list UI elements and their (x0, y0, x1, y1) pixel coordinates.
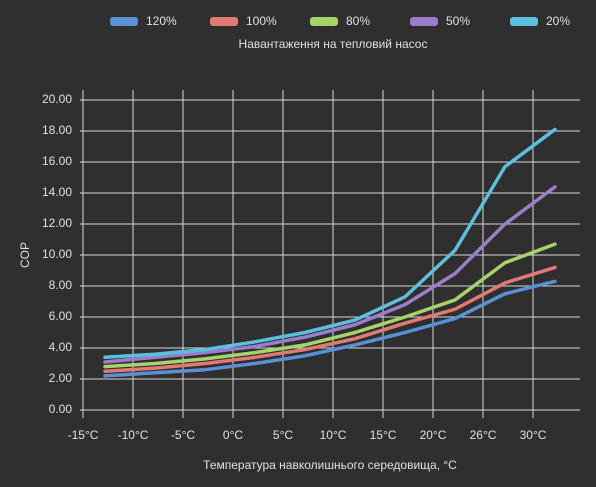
y-tick-label: 0.00 (49, 402, 73, 416)
series-line (103, 279, 557, 378)
legend-swatch (110, 17, 138, 26)
legend-label: 50% (446, 14, 470, 28)
x-tick-label: -10°C (118, 428, 149, 442)
legend-title: Навантаження на тепловий насос (239, 37, 428, 51)
y-tick-label: 8.00 (49, 278, 73, 292)
series-line (103, 242, 557, 369)
x-tick-label: 0°C (223, 428, 243, 442)
legend-swatch (410, 17, 438, 26)
legend-swatch (510, 17, 538, 26)
y-tick-label: 4.00 (49, 340, 73, 354)
series-line (103, 185, 557, 364)
legend-label: 120% (146, 14, 177, 28)
y-axis-title: COP (18, 242, 32, 268)
y-tick-label: 2.00 (49, 371, 73, 385)
y-tick-label: 10.00 (42, 247, 72, 261)
legend-label: 20% (546, 14, 570, 28)
x-tick-label: -15°C (68, 428, 99, 442)
x-tick-label: 15°C (370, 428, 397, 442)
y-tick-label: 20.00 (42, 92, 72, 106)
x-tick-label: 26°C (470, 428, 497, 442)
y-tick-label: 14.00 (42, 185, 72, 199)
x-tick-label: 5°C (273, 428, 293, 442)
x-tick-label: 30°C (520, 428, 547, 442)
y-tick-label: 18.00 (42, 123, 72, 137)
legend-swatch (210, 17, 238, 26)
legend-swatch (310, 17, 338, 26)
legend-label: 100% (246, 14, 277, 28)
y-tick-label: 12.00 (42, 216, 72, 230)
x-tick-label: 20°C (420, 428, 447, 442)
x-tick-label: -5°C (171, 428, 195, 442)
legend-label: 80% (346, 14, 370, 28)
series-line (103, 265, 557, 373)
series-line (103, 127, 557, 360)
x-tick-label: 10°C (320, 428, 347, 442)
y-tick-label: 6.00 (49, 309, 73, 323)
y-tick-label: 16.00 (42, 154, 72, 168)
x-axis-title: Температура навколишнього середовища, °C (203, 458, 457, 472)
